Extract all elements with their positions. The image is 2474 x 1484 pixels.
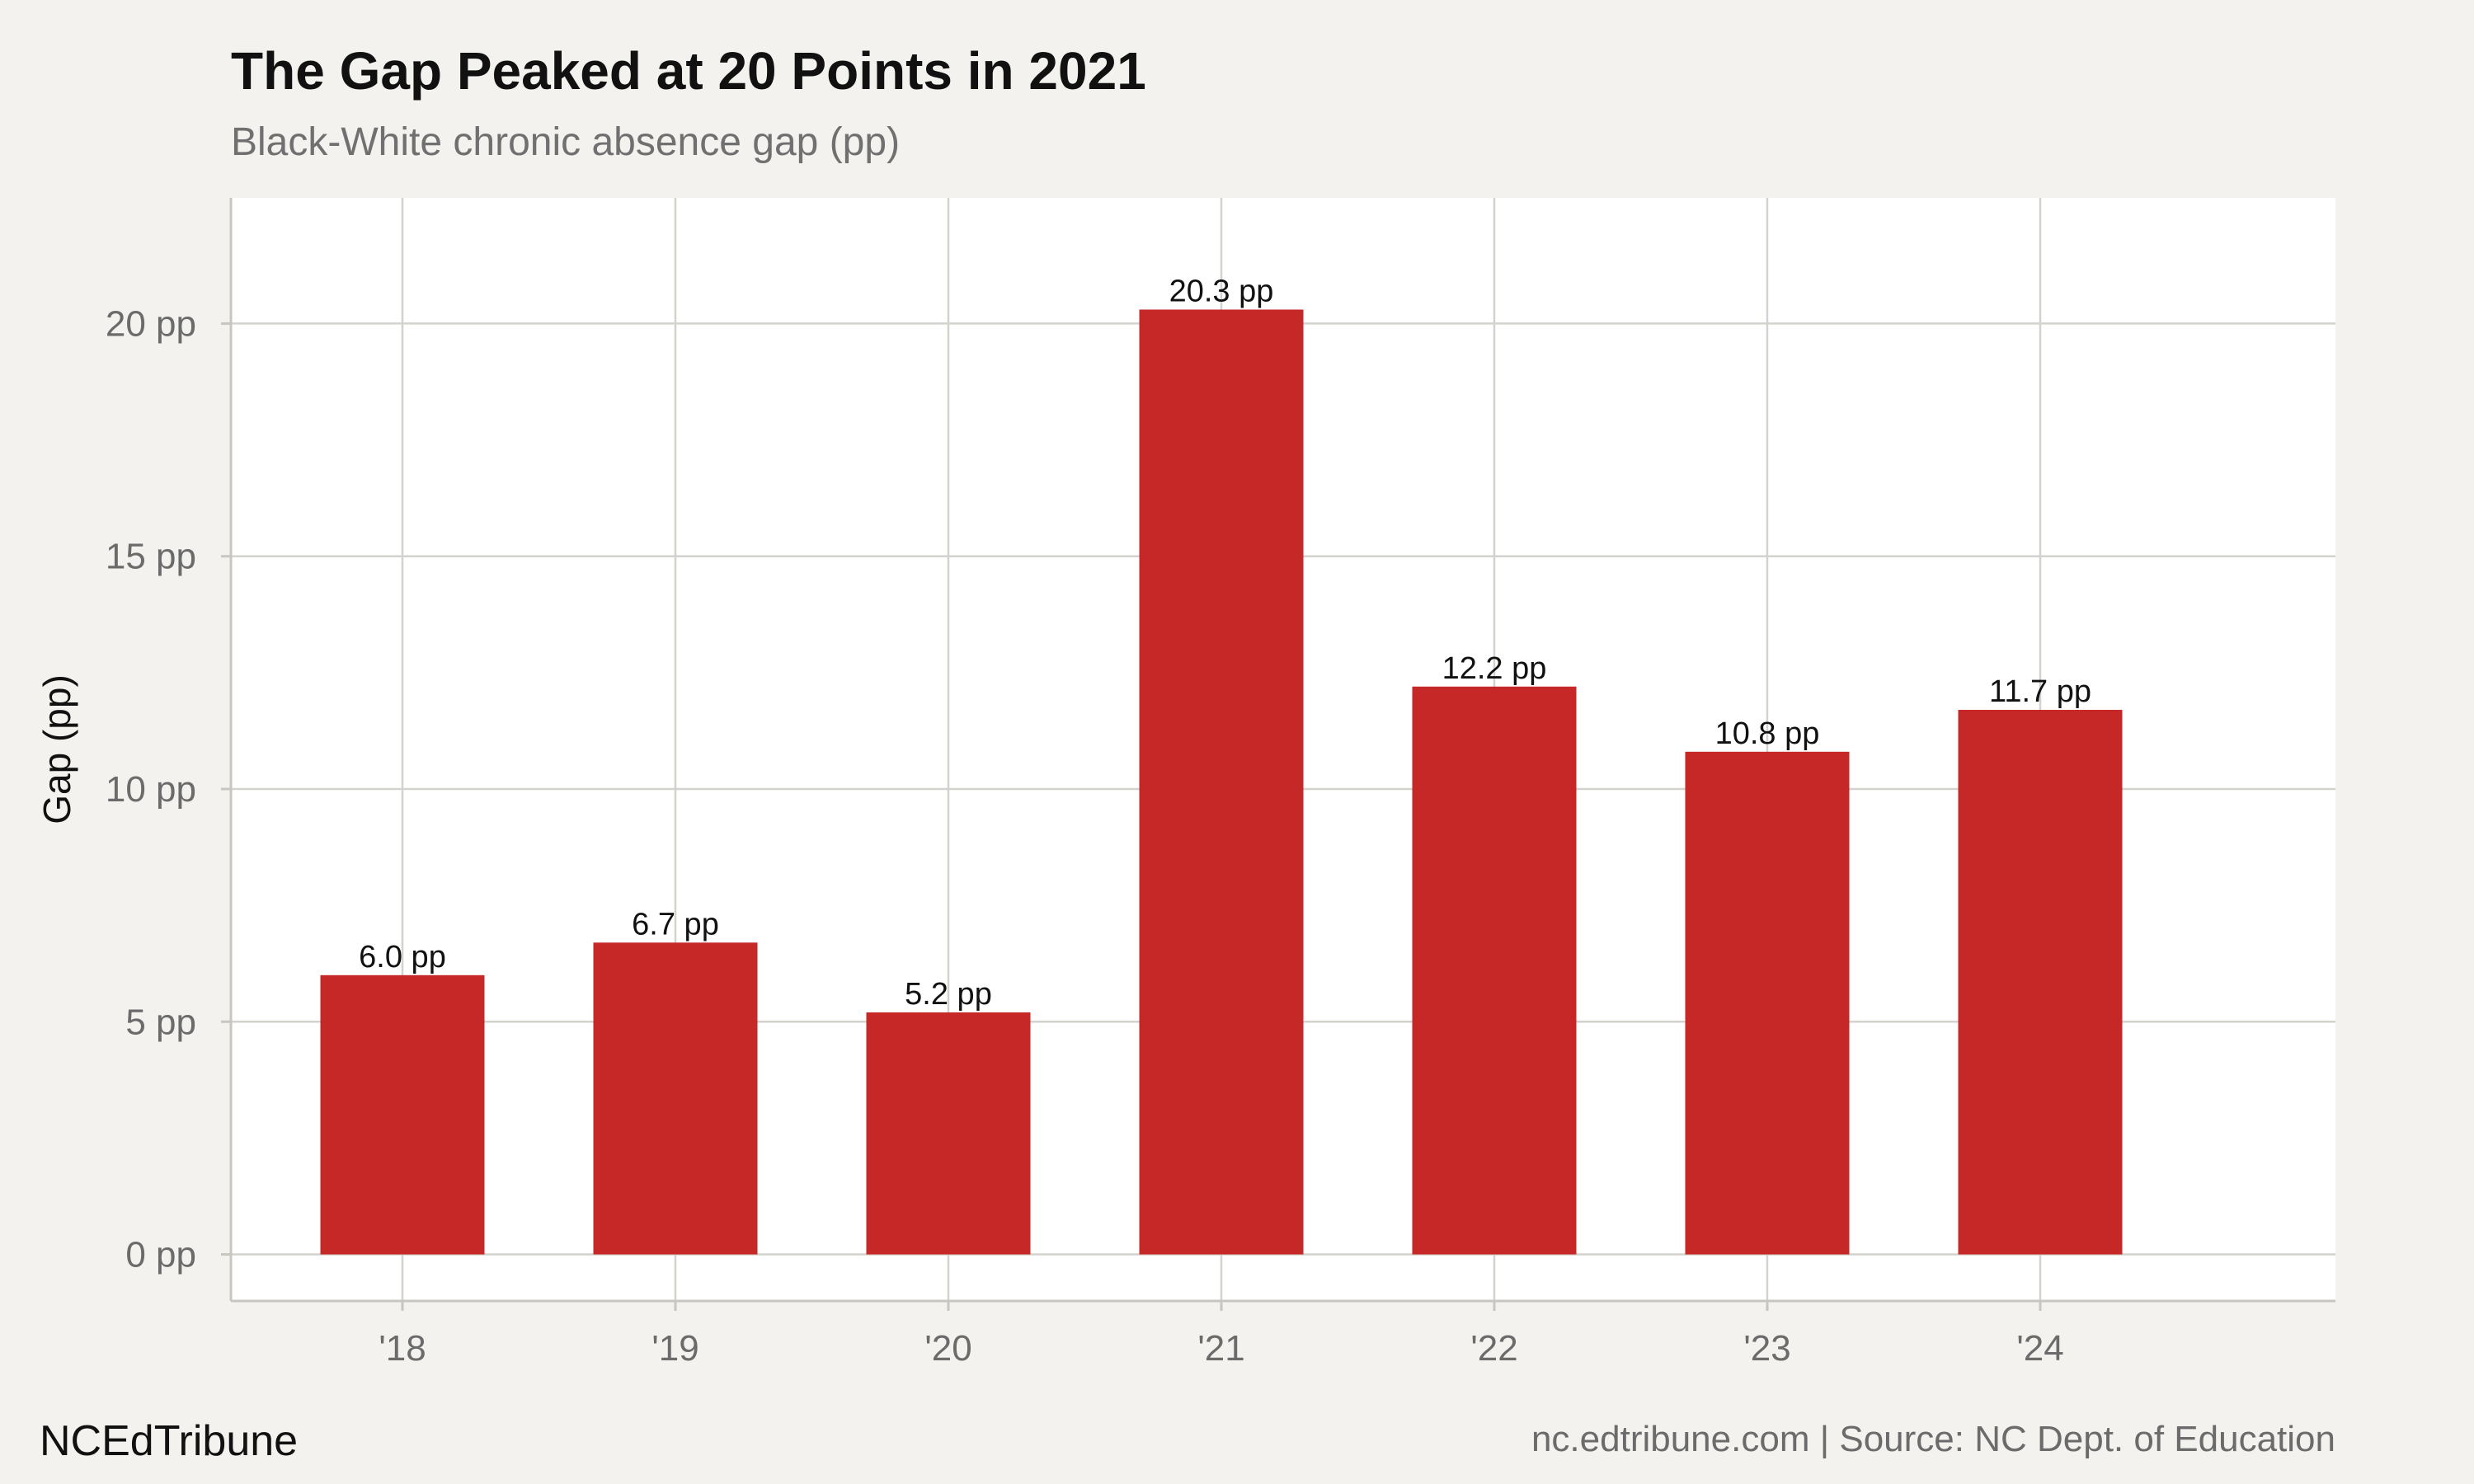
bar-value-label: 11.7 pp bbox=[1989, 674, 2091, 709]
footer-source: nc.edtribune.com | Source: NC Dept. of E… bbox=[1531, 1419, 2335, 1459]
bar-value-label: 10.8 pp bbox=[1715, 716, 1820, 751]
y-tick-label: 10 pp bbox=[106, 769, 196, 810]
chart-subtitle: Black-White chronic absence gap (pp) bbox=[231, 120, 900, 164]
bar bbox=[1958, 710, 2123, 1255]
y-tick-label: 20 pp bbox=[106, 303, 196, 344]
bar bbox=[1685, 751, 1850, 1255]
bar bbox=[593, 942, 758, 1255]
bar bbox=[1139, 309, 1304, 1255]
y-tick-label: 15 pp bbox=[106, 537, 196, 577]
chart-title: The Gap Peaked at 20 Points in 2021 bbox=[231, 41, 1146, 101]
bar-value-label: 6.7 pp bbox=[632, 907, 719, 942]
x-tick-label: '23 bbox=[1743, 1328, 1790, 1369]
x-axis: '18 '19 '20 '21 '22 '23 '24 bbox=[231, 1299, 2335, 1369]
x-tick-label: '22 bbox=[1470, 1328, 1517, 1369]
bar bbox=[866, 1012, 1031, 1255]
y-tick-label: 5 pp bbox=[125, 1002, 196, 1042]
y-axis: 0 pp 5 pp 10 pp 15 pp 20 pp bbox=[106, 198, 233, 1301]
bar-value-label: 6.0 pp bbox=[359, 940, 446, 974]
footer-brand: NCEdTribune bbox=[40, 1417, 298, 1465]
y-axis-title: Gap (pp) bbox=[35, 674, 78, 824]
x-tick-label: '18 bbox=[379, 1328, 426, 1369]
bars bbox=[320, 309, 2123, 1255]
x-tick-label: '20 bbox=[924, 1328, 971, 1369]
bar bbox=[320, 974, 485, 1255]
bar-value-label: 12.2 pp bbox=[1442, 651, 1547, 686]
x-tick-label: '19 bbox=[651, 1328, 698, 1369]
y-tick-label: 0 pp bbox=[125, 1235, 196, 1275]
x-tick-label: '21 bbox=[1197, 1328, 1244, 1369]
bar bbox=[1412, 686, 1577, 1255]
bar-value-label: 5.2 pp bbox=[905, 977, 992, 1012]
data-labels: 6.0 pp 6.7 pp 5.2 pp 20.3 pp 12.2 pp 10.8 pp 1… bbox=[359, 274, 2091, 1011]
bar-value-label: 20.3 pp bbox=[1169, 274, 1274, 308]
x-tick-label: '24 bbox=[2016, 1328, 2063, 1369]
